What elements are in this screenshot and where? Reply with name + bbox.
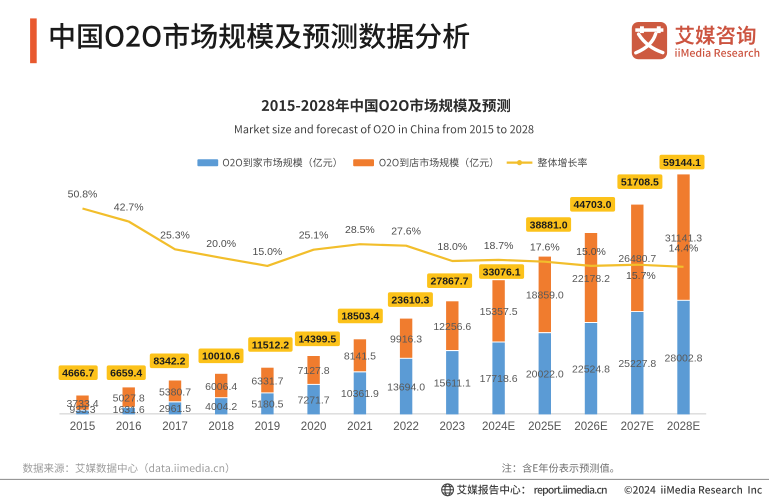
svg-text:8141.5: 8141.5 xyxy=(344,351,376,363)
svg-text:26480.7: 26480.7 xyxy=(618,253,656,265)
svg-text:2021: 2021 xyxy=(347,421,373,433)
svg-text:14399.5: 14399.5 xyxy=(298,334,336,346)
svg-text:23610.3: 23610.3 xyxy=(391,294,429,306)
svg-text:2020: 2020 xyxy=(301,421,327,433)
svg-text:20.0%: 20.0% xyxy=(206,238,236,250)
svg-text:2025E: 2025E xyxy=(528,421,562,433)
svg-text:15.0%: 15.0% xyxy=(253,246,283,258)
svg-text:6659.4: 6659.4 xyxy=(110,368,142,380)
svg-text:44703.0: 44703.0 xyxy=(574,199,612,211)
svg-text:18859.0: 18859.0 xyxy=(526,290,564,302)
svg-text:7127.8: 7127.8 xyxy=(298,365,330,377)
svg-text:17.6%: 17.6% xyxy=(530,242,560,254)
svg-text:3733.4: 3733.4 xyxy=(66,398,98,410)
svg-text:2018: 2018 xyxy=(208,421,234,433)
svg-text:42.7%: 42.7% xyxy=(114,202,144,214)
svg-text:2023: 2023 xyxy=(440,421,466,433)
svg-text:22178.2: 22178.2 xyxy=(572,273,610,285)
svg-text:28.5%: 28.5% xyxy=(345,224,375,236)
svg-text:1631.6: 1631.6 xyxy=(113,404,145,416)
svg-text:15.0%: 15.0% xyxy=(576,246,606,258)
svg-text:18503.4: 18503.4 xyxy=(341,311,379,323)
svg-text:27867.7: 27867.7 xyxy=(431,276,469,288)
svg-text:17718.6: 17718.6 xyxy=(480,373,518,385)
svg-text:4666.7: 4666.7 xyxy=(62,368,94,380)
svg-text:4004.2: 4004.2 xyxy=(205,401,237,413)
svg-text:6331.7: 6331.7 xyxy=(251,375,283,387)
svg-text:25.3%: 25.3% xyxy=(160,229,190,241)
svg-text:50.8%: 50.8% xyxy=(68,189,98,201)
svg-text:25227.8: 25227.8 xyxy=(618,358,656,370)
svg-text:27.6%: 27.6% xyxy=(391,226,421,238)
svg-text:2028E: 2028E xyxy=(667,421,701,433)
svg-text:15.7%: 15.7% xyxy=(626,270,656,282)
svg-text:5180.5: 5180.5 xyxy=(251,399,283,411)
svg-text:15357.5: 15357.5 xyxy=(480,306,518,318)
svg-text:7271.7: 7271.7 xyxy=(298,394,330,406)
svg-text:13694.0: 13694.0 xyxy=(387,381,425,393)
svg-text:933.3: 933.3 xyxy=(69,404,95,416)
svg-text:59144.1: 59144.1 xyxy=(663,157,701,169)
svg-text:2016: 2016 xyxy=(116,421,142,433)
svg-text:11512.2: 11512.2 xyxy=(252,339,290,351)
svg-text:33076.1: 33076.1 xyxy=(483,266,521,278)
svg-text:2024E: 2024E xyxy=(482,421,516,433)
svg-text:5027.8: 5027.8 xyxy=(113,392,145,404)
svg-text:18.7%: 18.7% xyxy=(484,240,514,252)
svg-text:14.4%: 14.4% xyxy=(669,242,699,254)
svg-text:2017: 2017 xyxy=(162,421,188,433)
svg-text:2027E: 2027E xyxy=(621,421,655,433)
svg-text:2019: 2019 xyxy=(255,421,281,433)
svg-text:6006.4: 6006.4 xyxy=(205,381,237,393)
svg-text:9916.3: 9916.3 xyxy=(390,334,422,346)
svg-text:15611.1: 15611.1 xyxy=(434,378,471,390)
svg-text:20022.0: 20022.0 xyxy=(526,369,564,381)
svg-text:5380.7: 5380.7 xyxy=(159,386,191,398)
svg-text:28002.8: 28002.8 xyxy=(665,352,703,364)
svg-text:10010.6: 10010.6 xyxy=(202,351,240,363)
svg-text:10361.9: 10361.9 xyxy=(341,388,379,400)
svg-text:31141.3: 31141.3 xyxy=(665,232,702,244)
svg-text:2961.5: 2961.5 xyxy=(159,403,191,415)
svg-text:2026E: 2026E xyxy=(574,421,608,433)
svg-text:22524.8: 22524.8 xyxy=(572,364,610,376)
svg-text:12256.6: 12256.6 xyxy=(433,321,471,333)
svg-text:2022: 2022 xyxy=(393,421,419,433)
svg-text:2015: 2015 xyxy=(70,421,96,433)
svg-text:18.0%: 18.0% xyxy=(437,241,467,253)
svg-text:38881.0: 38881.0 xyxy=(530,219,568,231)
svg-text:51708.5: 51708.5 xyxy=(621,177,659,189)
svg-text:8342.2: 8342.2 xyxy=(153,356,185,368)
svg-text:25.1%: 25.1% xyxy=(299,230,329,242)
